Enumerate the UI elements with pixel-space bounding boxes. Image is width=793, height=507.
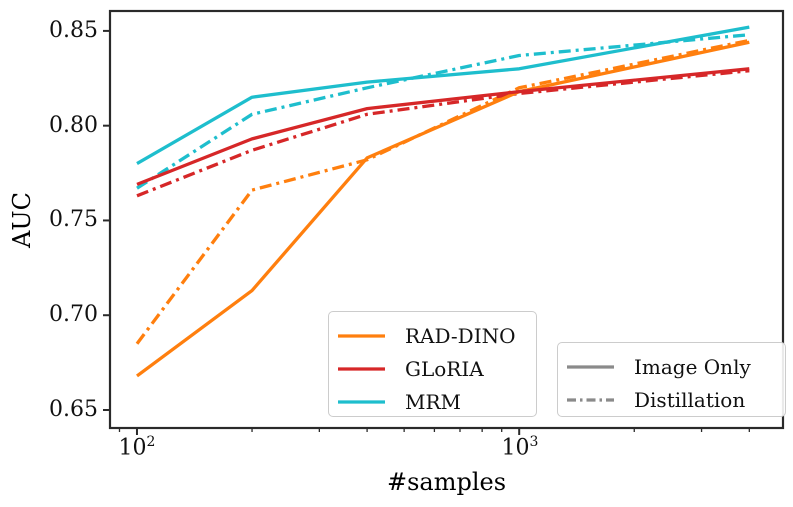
y-tick-label-0.80: 0.80 — [49, 113, 98, 138]
legend-entry-rad-dino: RAD-DINO — [329, 319, 536, 352]
legend-label-rad-dino: RAD-DINO — [405, 323, 516, 348]
legend-models: RAD-DINO GLoRIA MRM — [328, 311, 537, 417]
line-mrm-image-only — [136, 25, 750, 166]
x-tick-label-100: 102 — [118, 434, 156, 461]
line-rad-dino-distillation — [135, 38, 750, 345]
y-tick-label-0.75: 0.75 — [49, 207, 98, 232]
legend-entry-mrm: MRM — [329, 385, 536, 418]
rad-dino-line-swatch — [338, 333, 385, 338]
y-tick-label-0.70: 0.70 — [49, 302, 98, 327]
mrm-line-swatch — [338, 399, 385, 404]
legend-label-mrm: MRM — [405, 389, 462, 414]
line-rad-dino-image-only — [136, 40, 750, 378]
legend-entry-gloria: GLoRIA — [329, 352, 536, 385]
line-gloria-image-only — [136, 67, 750, 186]
y-tick-label-0.85: 0.85 — [49, 18, 98, 43]
legend-linestyles: Image Only Distillation — [557, 342, 786, 417]
y-tick-label-0.65: 0.65 — [49, 397, 98, 422]
x-axis-label: #samples — [386, 468, 507, 496]
legend-entry-image-only: Image Only — [558, 350, 785, 383]
legend-label-image-only: Image Only — [634, 354, 751, 379]
x-tick-label-1000: 103 — [501, 434, 539, 461]
solid-line-swatch — [567, 364, 614, 369]
axes-spines — [108, 9, 785, 430]
legend-label-distillation: Distillation — [634, 387, 746, 412]
line-mrm-distillation — [136, 33, 750, 190]
legend-entry-distillation: Distillation — [558, 383, 785, 416]
legend-label-gloria: GLoRIA — [405, 356, 484, 381]
line-gloria-distillation — [136, 69, 750, 198]
dashdot-line-swatch — [567, 397, 614, 402]
gloria-line-swatch — [338, 366, 385, 371]
